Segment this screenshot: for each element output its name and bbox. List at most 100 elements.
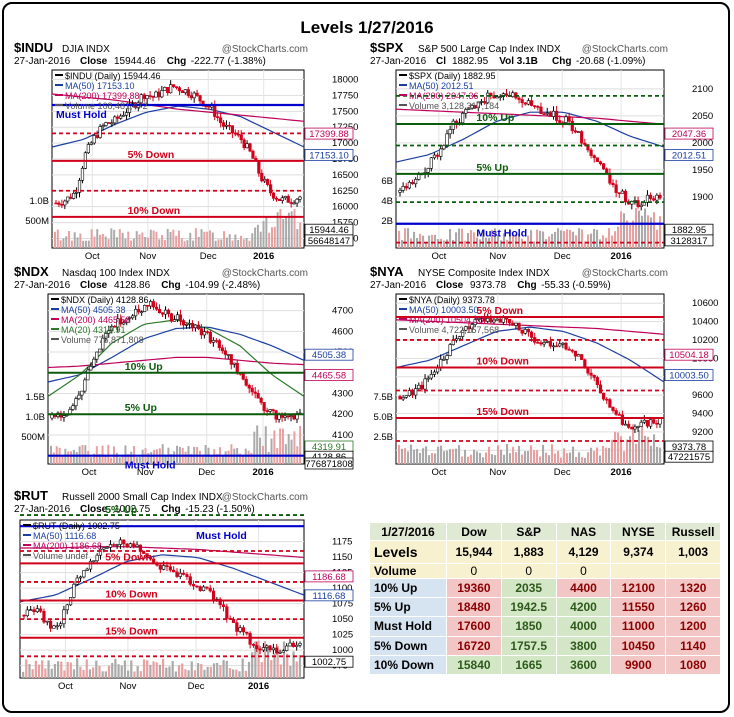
- chart-symbol: $NYA: [370, 264, 404, 279]
- volume-bar: [259, 437, 262, 464]
- volume-bar: [473, 232, 476, 248]
- x-tick-label: 2016: [252, 467, 273, 478]
- candle-body: [617, 192, 621, 194]
- levels-table: 1/27/2016 Dow S&P NAS NYSE Russell Level…: [369, 522, 721, 676]
- candle-body: [292, 415, 296, 420]
- candle-body: [589, 149, 593, 156]
- volume-bar: [239, 453, 242, 464]
- volume-bar: [225, 237, 228, 248]
- volume-bar: [166, 228, 169, 248]
- level-label: Must Hold: [196, 530, 247, 542]
- candle-body: [570, 350, 574, 352]
- volume-bar: [566, 453, 569, 464]
- volume-bar: [221, 455, 224, 464]
- candle-body: [620, 190, 625, 194]
- volume-bar: [593, 228, 596, 248]
- candle-body: [269, 184, 273, 194]
- candle-body: [211, 340, 215, 343]
- volume-bar: [584, 457, 587, 464]
- candle-body: [576, 131, 581, 133]
- candle-body: [404, 186, 408, 189]
- volume-tick-label: 1.0B: [29, 196, 49, 207]
- volume-bar: [659, 447, 662, 464]
- volume-bar: [189, 232, 192, 248]
- x-tick-label: Nov: [489, 251, 506, 262]
- cell: 15840: [446, 654, 502, 676]
- ma50-line: [19, 554, 305, 603]
- volume-bar: [22, 671, 25, 678]
- volume-bar: [557, 228, 560, 248]
- cell: 9900: [610, 654, 667, 676]
- volume-bar: [28, 664, 31, 678]
- volume-bar: [422, 235, 425, 248]
- legend-entry: MA(50) 10003.50: [409, 305, 479, 315]
- x-tick-label: Nov: [489, 467, 506, 478]
- volume-bar: [222, 660, 225, 678]
- volume-bar: [155, 231, 158, 248]
- volume-bar: [545, 239, 548, 248]
- candle-body: [495, 318, 499, 321]
- y-tick-label: 4700: [332, 306, 353, 317]
- value-tag: 15944.46: [309, 225, 349, 236]
- candle-body: [448, 344, 452, 356]
- candle-body: [178, 314, 183, 321]
- chart-symbol: $NDX: [14, 264, 49, 279]
- volume-bar: [512, 446, 515, 464]
- col-russell: Russell: [665, 522, 721, 541]
- volume-bar: [509, 453, 512, 464]
- volume-bar: [503, 454, 506, 464]
- value-tag-box: [304, 589, 354, 602]
- volume-bar: [197, 663, 200, 678]
- volume-bar: [241, 658, 244, 678]
- legend-swatch: [55, 104, 63, 106]
- candle-body: [151, 301, 156, 308]
- volume-bar: [183, 241, 186, 248]
- volume-bar: [267, 451, 270, 464]
- volume-bar: [560, 230, 563, 248]
- y-tick-label: 15750: [332, 218, 358, 229]
- level-label: 10% Up: [476, 112, 514, 124]
- volume-bar: [629, 224, 632, 248]
- candle-body: [245, 631, 249, 634]
- volume-bar: [491, 454, 494, 464]
- volume-bar: [60, 661, 63, 678]
- candle-body: [122, 539, 126, 545]
- level-label: 10% Down: [476, 356, 529, 368]
- candle-body: [265, 410, 269, 412]
- candle-body: [298, 642, 302, 646]
- plot-area: [47, 293, 305, 465]
- y-tick-label: 4300: [332, 389, 353, 400]
- volume-bar: [653, 212, 656, 248]
- volume-bar: [245, 238, 248, 248]
- volume-bar: [63, 670, 66, 678]
- chart-name: S&P 500 Large Cap Index INDX: [418, 44, 561, 55]
- volume-bar: [254, 641, 257, 678]
- legend-entry: Volume 776,871,808: [61, 335, 144, 345]
- candle-body: [208, 332, 212, 343]
- legend-entry: Volume undef: [33, 551, 89, 561]
- candle-body: [184, 324, 189, 326]
- volume-bar: [518, 445, 521, 464]
- candle-body: [271, 192, 276, 199]
- legend-entry: MA(200) 1186.68: [33, 541, 102, 551]
- volume-bar: [452, 239, 455, 248]
- volume-bar: [232, 669, 235, 678]
- volume-bar: [617, 226, 620, 248]
- value-tag-box: [664, 348, 714, 361]
- x-tick-label: Dec: [554, 251, 571, 262]
- candle-body: [195, 92, 199, 96]
- candle-body: [137, 309, 141, 313]
- volume-bar: [503, 233, 506, 248]
- volume-bar: [110, 457, 113, 464]
- volume-bar: [491, 229, 494, 248]
- volume-bar: [107, 444, 110, 464]
- level-nyse: 9,374: [610, 540, 667, 564]
- volume-bar: [254, 227, 257, 248]
- volume-bar: [256, 224, 259, 248]
- candle-body: [642, 419, 646, 423]
- candle-body: [275, 647, 279, 654]
- volume-bar: [578, 452, 581, 464]
- candle-body: [132, 543, 136, 547]
- page-title: Levels 1/27/2016: [300, 18, 434, 37]
- volume-bar: [141, 449, 144, 464]
